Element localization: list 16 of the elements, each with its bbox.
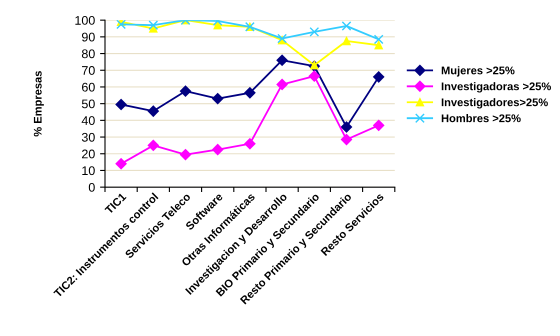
y-tick-label: 30	[82, 132, 95, 142]
legend-label: Investigadoras >25%	[442, 82, 551, 93]
legend-label: Hombres >25%	[442, 114, 521, 122]
y-tick-label: 80	[82, 49, 95, 58]
legend-label: Investigadores>25%	[442, 98, 548, 108]
y-tick-label: 40	[82, 116, 95, 126]
y-tick-label: 70	[82, 66, 95, 75]
legend-label: Mujeres >25%	[442, 66, 515, 77]
y-tick-label: 100	[75, 16, 95, 25]
y-tick-label: 20	[82, 150, 95, 158]
y-tick-label: 50	[82, 99, 95, 108]
y-axis-title: % Empresas	[34, 71, 44, 136]
y-tick-label: 10	[82, 166, 95, 176]
y-tick-label: 90	[82, 32, 95, 42]
y-tick-label: 0	[88, 182, 95, 192]
y-tick-label: 60	[82, 82, 95, 92]
